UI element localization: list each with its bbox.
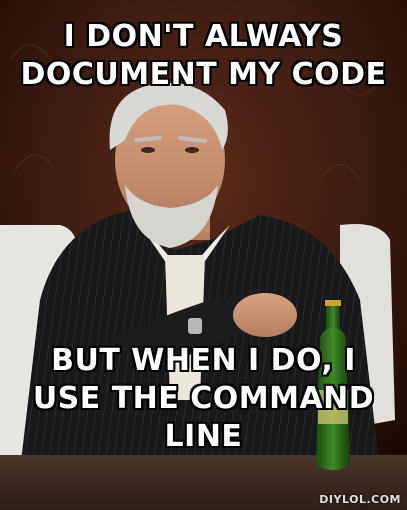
top-caption: I DON'T ALWAYS DOCUMENT MY CODE <box>0 18 407 94</box>
eyebrows <box>134 136 207 143</box>
hair <box>109 82 228 150</box>
beard <box>125 185 218 248</box>
head <box>115 90 225 230</box>
bottom-caption-line-1: BUT WHEN I DO, I <box>51 343 356 378</box>
right-eye <box>185 147 199 153</box>
beer-bottle <box>316 300 350 470</box>
top-caption-line-2: DOCUMENT MY CODE <box>20 57 387 92</box>
watermark: DIYLOL.COM <box>319 493 401 506</box>
bottom-caption-line-3: LINE <box>164 419 243 454</box>
left-eye <box>141 147 155 153</box>
wristwatch <box>188 318 202 334</box>
bottom-caption-line-2: USE THE COMMAND <box>32 381 375 416</box>
wall-pattern <box>9 44 381 181</box>
forearm <box>110 295 266 370</box>
bottom-caption: BUT WHEN I DO, I USE THE COMMAND LINE <box>0 342 407 456</box>
top-caption-line-1: I DON'T ALWAYS <box>63 19 344 54</box>
hand <box>233 293 297 337</box>
